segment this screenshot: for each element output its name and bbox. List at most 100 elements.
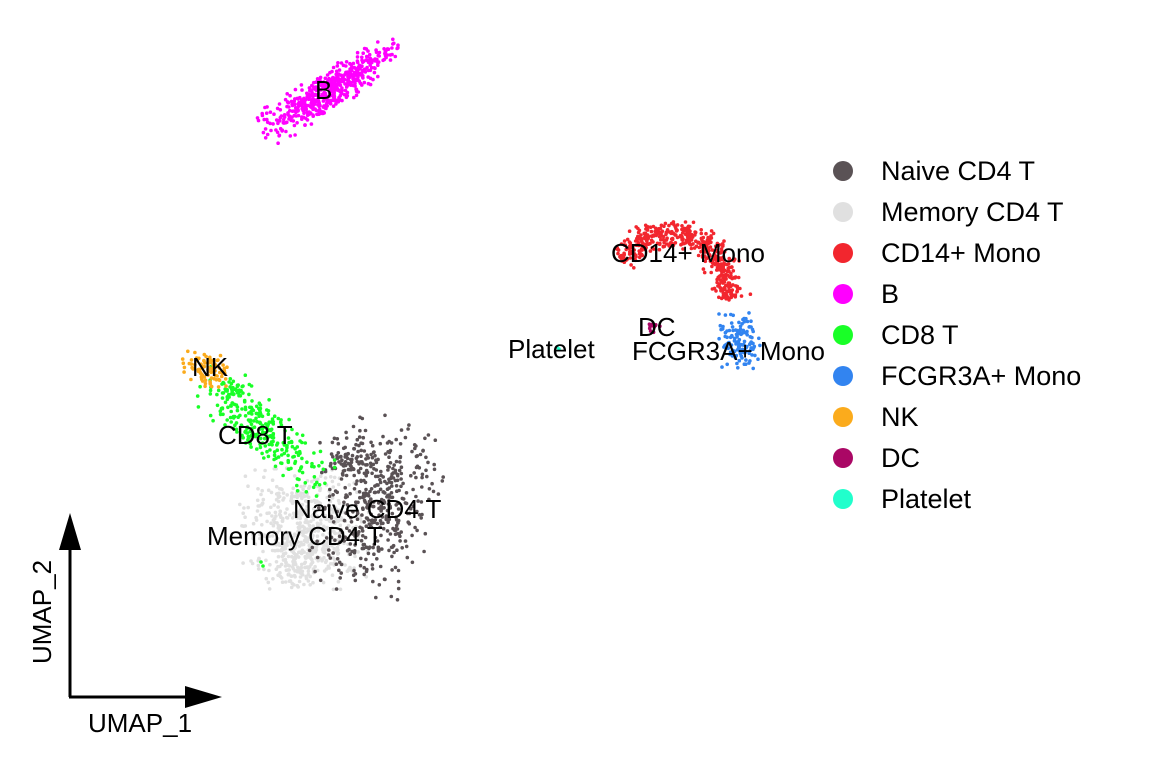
cell-point-naive-cd4-t (399, 477, 403, 481)
cell-point-cd14-mono (681, 247, 685, 251)
cell-point-naive-cd4-t (360, 441, 365, 446)
cell-point-cd14-mono (664, 230, 669, 235)
cell-point-naive-cd4-t (342, 539, 346, 543)
cell-point-naive-cd4-t (369, 440, 373, 445)
cell-point-cd14-mono (632, 252, 637, 256)
cell-point-cd14-mono (722, 239, 726, 243)
cell-point-memory-cd4-t (255, 509, 260, 513)
cell-point-cd8-t (223, 423, 227, 427)
cell-point-memory-cd4-t (354, 524, 359, 529)
cell-point-memory-cd4-t (295, 512, 300, 516)
cell-point-naive-cd4-t (323, 469, 328, 474)
cell-point-cd8-t (220, 396, 225, 400)
cell-point-naive-cd4-t (387, 517, 392, 522)
cell-point-naive-cd4-t (424, 468, 428, 473)
cell-point-fcgr3a-mono (744, 345, 748, 350)
cell-point-memory-cd4-t (333, 558, 337, 562)
cell-point-b (376, 63, 380, 67)
cell-point-naive-cd4-t (396, 586, 401, 591)
cell-point-naive-cd4-t (351, 424, 356, 429)
cell-point-cd8-t (267, 420, 272, 425)
cell-point-cd14-mono (645, 239, 649, 243)
cell-point-memory-cd4-t (331, 485, 336, 489)
cell-point-naive-cd4-t (421, 449, 425, 453)
cell-point-cd14-mono (700, 253, 705, 258)
cell-point-naive-cd4-t (339, 454, 343, 459)
cell-point-memory-cd4-t (274, 560, 279, 564)
cell-point-naive-cd4-t (370, 443, 375, 448)
cell-point-b (342, 92, 347, 97)
cell-point-b (366, 81, 371, 86)
legend-swatch (833, 243, 853, 263)
cell-point-b (295, 96, 300, 101)
cell-point-naive-cd4-t (351, 573, 356, 578)
cell-point-b (311, 80, 316, 85)
cell-point-b (327, 90, 332, 95)
cell-point-naive-cd4-t (350, 453, 355, 458)
cell-point-naive-cd4-t (395, 548, 399, 552)
cell-point-b (337, 68, 342, 72)
cell-point-naive-cd4-t (368, 501, 372, 505)
cell-point-cd8-t (276, 416, 281, 421)
cell-point-b (281, 117, 286, 122)
cell-point-memory-cd4-t (364, 575, 369, 579)
cell-point-naive-cd4-t (419, 500, 424, 504)
cell-point-naive-cd4-t (386, 468, 390, 472)
cell-point-naive-cd4-t (362, 565, 367, 570)
cell-point-memory-cd4-t (292, 474, 297, 478)
cell-point-memory-cd4-t (309, 534, 313, 538)
cell-point-memory-cd4-t (353, 554, 357, 559)
cell-point-b (278, 115, 283, 120)
cell-point-memory-cd4-t (280, 545, 285, 549)
legend-swatch (833, 325, 853, 345)
cell-point-cd8-t (320, 460, 324, 465)
cell-point-cd14-mono (688, 229, 692, 233)
cell-point-memory-cd4-t (293, 575, 297, 579)
cell-point-naive-cd4-t (368, 489, 372, 494)
cell-point-b (343, 72, 347, 77)
cell-point-cd8-t (262, 431, 267, 435)
cell-point-fcgr3a-mono (723, 313, 728, 317)
cell-point-memory-cd4-t (303, 510, 308, 515)
cell-point-memory-cd4-t (266, 488, 271, 493)
cell-point-cd14-mono (715, 241, 720, 246)
cell-point-memory-cd4-t (296, 540, 300, 544)
cell-point-memory-cd4-t (264, 576, 269, 581)
cell-point-cd8-t (332, 465, 337, 470)
cell-point-nk (209, 376, 214, 380)
cell-point-naive-cd4-t (354, 442, 358, 447)
cell-point-cd8-t (275, 443, 279, 447)
cell-point-memory-cd4-t (298, 566, 302, 571)
legend: Naive CD4 T Memory CD4 T CD14+ Mono B CD… (833, 156, 1081, 514)
cell-point-cd8-t (260, 414, 265, 419)
cell-point-cd14-mono (696, 240, 701, 245)
cell-point-b (275, 106, 280, 111)
cell-point-memory-cd4-t (285, 515, 289, 520)
cell-point-b (281, 120, 286, 125)
cell-point-naive-cd4-t (315, 555, 320, 560)
cell-point-cd14-mono (730, 265, 734, 269)
cell-point-naive-cd4-t (364, 524, 369, 528)
cell-point-naive-cd4-t (415, 454, 420, 458)
cell-point-cd14-mono (680, 231, 685, 235)
cell-point-memory-cd4-t (259, 492, 263, 497)
cell-point-cd8-t (226, 405, 230, 410)
cell-point-cd8-t (303, 441, 308, 445)
cell-point-naive-cd4-t (387, 498, 391, 503)
cell-point-b (334, 102, 338, 106)
cell-point-naive-cd4-t (339, 562, 344, 567)
cell-point-cd14-mono (718, 278, 723, 282)
cell-point-memory-cd4-t (291, 535, 295, 540)
cell-point-naive-cd4-t (349, 460, 354, 465)
cell-point-cd14-mono (654, 228, 659, 233)
cell-point-memory-cd4-t (292, 551, 297, 556)
cell-point-cd8-t (283, 429, 287, 433)
cell-point-memory-cd4-t (266, 580, 271, 585)
cell-point-b (296, 113, 301, 118)
cell-point-memory-cd4-t (289, 585, 294, 590)
cell-point-b (313, 98, 318, 103)
cell-point-naive-cd4-t (392, 463, 397, 467)
cell-point-memory-cd4-t (270, 514, 274, 518)
cell-point-cd8-t (259, 560, 263, 564)
cell-point-naive-cd4-t (410, 560, 415, 565)
